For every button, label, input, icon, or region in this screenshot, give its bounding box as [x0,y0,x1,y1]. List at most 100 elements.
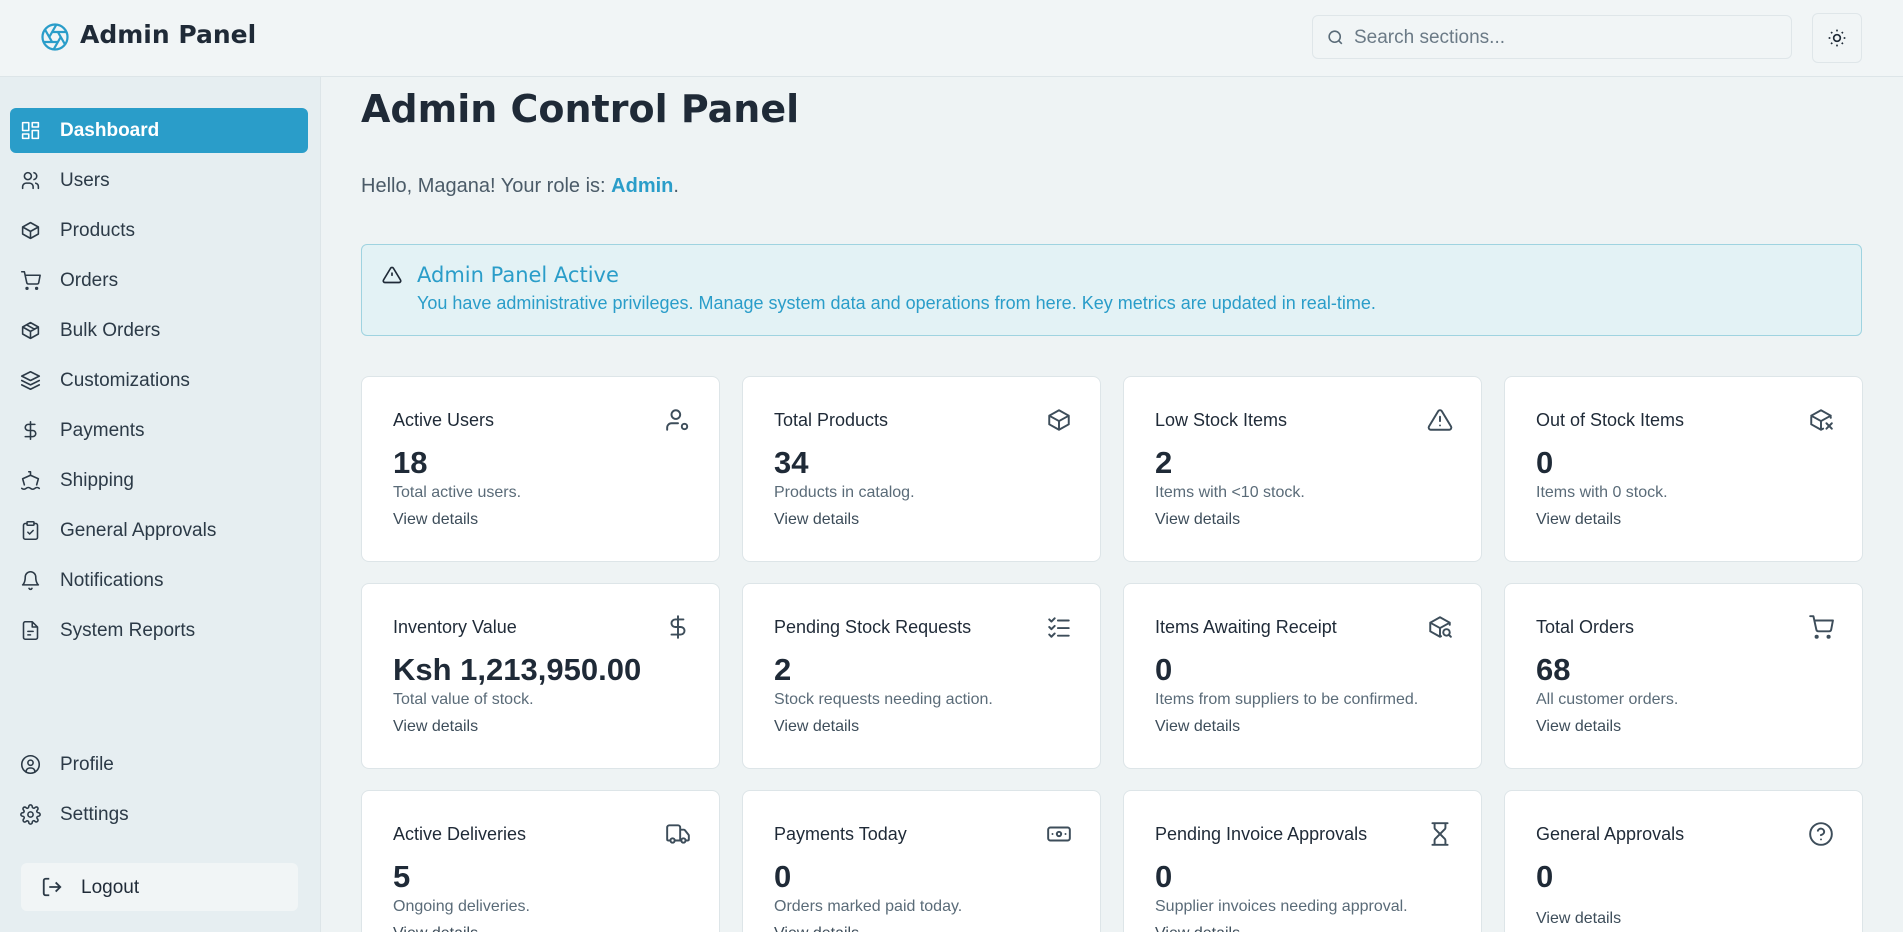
card-title: Items Awaiting Receipt [1155,617,1337,637]
nav-item[interactable]: General Approvals [10,508,308,553]
nav-label: Orders [60,270,119,291]
card-title: Pending Invoice Approvals [1155,824,1368,844]
card-description: All customer orders. [1536,691,1679,708]
card-title: Total Orders [1536,617,1635,637]
nav-item[interactable]: Shipping [10,458,308,503]
card-link[interactable]: View details [1536,511,1622,528]
card-description: Items with <10 stock. [1155,484,1305,501]
nav-item[interactable]: System Reports [10,608,308,653]
nav-label: Settings [60,804,129,825]
nav-label: Profile [60,754,114,775]
stat-card: Payments Today 0 Orders marked paid today.… [742,790,1101,932]
greeting: Hello, Magana! Your role is: Admin. [361,175,679,198]
nav-label: System Reports [60,620,196,641]
alert-title: Admin Panel Active [417,263,619,287]
nav-label: General Approvals [60,520,217,541]
card-value: 34 [774,445,809,480]
card-description: Items from suppliers to be confirmed. [1155,691,1419,708]
nav-item[interactable]: Notifications [10,558,308,603]
stat-card: Items Awaiting Receipt 0 Items from suppli… [1123,583,1482,769]
nav-item[interactable]: Products [10,208,308,253]
greeting-suffix: . [673,175,679,197]
nav-label: Customizations [60,370,190,391]
card-link[interactable]: View details [1155,511,1241,528]
card-link[interactable]: View details [1155,925,1240,932]
nav-label: Dashboard [60,120,160,141]
card-value: 0 [1536,445,1554,480]
card-link[interactable]: View details [774,925,859,932]
card-link[interactable]: View details [774,511,860,528]
nav-label: Users [60,170,110,191]
logout-label: Logout [81,877,140,898]
search-placeholder: Search sections... [1354,27,1506,48]
card-description: Ongoing deliveries. [393,898,530,915]
nav-label: Notifications [60,570,164,591]
stat-card: Active Deliveries 5 Ongoing deliveries. Vie… [361,790,720,932]
card-title: Payments Today [774,824,907,844]
card-title: General Approvals [1536,824,1685,844]
nav-item[interactable]: Settings [10,792,308,837]
card-value: Ksh 1,213,950.00 [393,652,642,687]
card-link[interactable]: View details [774,718,860,735]
card-link[interactable]: View details [1536,718,1622,735]
card-value: 68 [1536,652,1571,687]
card-value: 2 [774,652,792,687]
card-title: Total Products [774,410,889,430]
header: Admin Panel Search sections... [0,0,1903,77]
nav-label: Payments [60,420,145,441]
stat-card: Total Products 34 Products in catalog. View… [742,376,1101,562]
stat-card: Total Orders 68 All customer orders. View d… [1504,583,1863,769]
greeting-text: Hello, Magana! Your role is: [361,175,606,197]
card-link[interactable]: View details [393,718,479,735]
card-value: 0 [1536,859,1554,894]
stat-card: Pending Stock Requests 2 Stock requests ne… [742,583,1101,769]
stat-card: Inventory Value Ksh 1,213,950.00 Total val… [361,583,720,769]
page-title: Admin Control Panel [361,87,800,131]
stat-card: Out of Stock Items 0 Items with 0 stock. Vi… [1504,376,1863,562]
card-description: Total active users. [393,484,522,501]
card-title: Low Stock Items [1155,410,1288,430]
card-link[interactable]: View details [393,925,478,932]
card-title: Out of Stock Items [1536,410,1685,430]
role: Admin [611,175,674,197]
card-title: Pending Stock Requests [774,617,972,637]
card-value: 0 [774,859,792,894]
card-description: Supplier invoices needing approval. [1155,898,1408,915]
nav-item[interactable]: Orders [10,258,308,303]
logo [41,23,69,51]
card-description: Products in catalog. [774,484,915,501]
card-description: Stock requests needing action. [774,691,993,708]
sidebar: Logout Dashboard Users Products Orders Bulk … [0,77,321,932]
card-link[interactable]: View details [1155,718,1241,735]
nav-item[interactable]: Bulk Orders [10,308,308,353]
nav-label: Bulk Orders [60,320,161,341]
nav-label: Shipping [60,470,134,491]
card-value: 18 [393,445,428,480]
card-description: Items with 0 stock. [1536,484,1668,501]
stat-card: Low Stock Items 2 Items with <10 stock. Vie… [1123,376,1482,562]
stat-card: Active Users 18 Total active users. View de… [361,376,720,562]
search-box[interactable]: Search sections... [1312,15,1792,59]
nav-label: Products [60,220,135,241]
nav-item[interactable]: Profile [10,742,308,787]
theme-toggle[interactable] [1812,13,1862,63]
card-title: Active Users [393,410,495,430]
logout-button[interactable]: Logout [21,863,298,911]
card-value: 0 [1155,652,1173,687]
nav-item[interactable]: Customizations [10,358,308,403]
card-title: Inventory Value [393,617,517,637]
alert: Admin Panel Active You have administrati… [361,244,1862,336]
card-link[interactable]: View details [393,511,479,528]
main: Admin Control Panel Hello, Magana! Your … [321,77,1903,932]
alert-text: You have administrative privileges. Mana… [417,293,1376,313]
card-value: 2 [1155,445,1173,480]
stat-card: General Approvals 0 View details [1504,790,1863,932]
card-value: 0 [1155,859,1173,894]
card-description: Orders marked paid today. [774,898,963,915]
card-link[interactable]: View details [1536,910,1622,927]
card-title: Active Deliveries [393,824,527,844]
nav-item[interactable]: Dashboard [10,108,308,153]
nav-item[interactable]: Payments [10,408,308,453]
nav-item[interactable]: Users [10,158,308,203]
